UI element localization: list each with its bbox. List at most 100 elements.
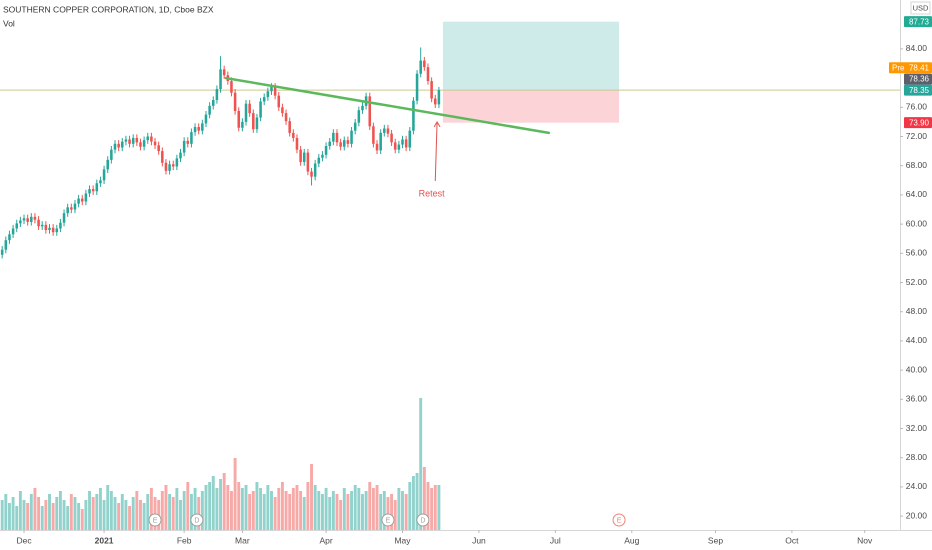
- candle-body: [393, 142, 397, 150]
- volume-bar: [124, 500, 128, 530]
- candle-body: [48, 227, 51, 230]
- volume-bar: [240, 488, 244, 530]
- y-tick-label: 48.00: [906, 306, 928, 316]
- x-tick-label: Oct: [785, 535, 799, 545]
- annotation-arrowhead: [433, 120, 441, 128]
- candle-body: [197, 127, 200, 131]
- volume-bar: [302, 497, 306, 530]
- x-tick-label: Apr: [319, 535, 332, 545]
- candle-body: [372, 126, 375, 144]
- volume-bar: [58, 491, 62, 530]
- event-marker: [190, 513, 204, 527]
- candle-body: [19, 220, 22, 224]
- candle-body: [412, 100, 415, 131]
- candle-body: [273, 86, 277, 96]
- volume-bar: [51, 503, 55, 530]
- y-tick-label: 24.00: [906, 481, 928, 491]
- candle-body: [22, 218, 26, 221]
- y-tick-label: 36.00: [906, 394, 928, 404]
- volume-bar: [106, 485, 110, 530]
- price-label: 78.41: [909, 63, 930, 72]
- candle-body: [40, 224, 44, 227]
- candle-body: [357, 110, 361, 123]
- volume-bar: [368, 482, 372, 530]
- candle-body: [95, 183, 99, 192]
- candle-body: [168, 164, 171, 171]
- volume-bar: [415, 473, 419, 530]
- y-tick-label: 40.00: [906, 364, 928, 374]
- candle-body: [55, 228, 59, 233]
- candle-body: [186, 140, 190, 144]
- candle-body: [248, 103, 251, 114]
- price-label-box: [904, 117, 932, 129]
- volume-bar: [186, 482, 190, 530]
- volume-bar: [135, 491, 139, 530]
- candle-body: [73, 203, 77, 210]
- volume-bar: [328, 497, 332, 530]
- volume-bar: [73, 497, 77, 530]
- x-tick-label: Sep: [708, 535, 723, 545]
- volume-bar: [80, 509, 84, 530]
- candle-body: [44, 224, 48, 230]
- candle-body: [306, 152, 310, 172]
- candle-body: [8, 234, 11, 241]
- volume-bar: [109, 491, 113, 530]
- candle-body: [252, 113, 255, 130]
- price-label-box: [904, 16, 932, 28]
- candle-body: [117, 143, 120, 148]
- candle-body: [219, 69, 222, 90]
- event-label: E: [386, 517, 391, 524]
- volume-bar: [128, 506, 132, 530]
- candle-body: [386, 128, 390, 134]
- candle-body: [37, 219, 40, 227]
- volume-bar: [175, 488, 179, 530]
- candle-body: [62, 213, 66, 223]
- candle-body: [262, 97, 266, 102]
- volume-bar: [211, 476, 215, 530]
- volume-bar: [346, 494, 350, 530]
- volume-bar: [404, 494, 408, 530]
- candle-body: [390, 133, 393, 143]
- volume-bar: [142, 503, 146, 530]
- candle-body: [433, 98, 437, 105]
- candle-body: [302, 152, 306, 163]
- annotation-text: Retest: [419, 189, 446, 199]
- candle-body: [59, 222, 62, 229]
- candle-body: [91, 189, 95, 192]
- candle-body: [237, 110, 241, 128]
- price-label: 87.73: [909, 17, 930, 26]
- volume-bar: [222, 473, 226, 530]
- candle-body: [408, 130, 412, 148]
- volume-bar: [98, 488, 102, 530]
- volume-bar: [291, 488, 295, 530]
- volume-bar: [26, 503, 30, 530]
- candle-body: [361, 105, 364, 111]
- candle-body: [110, 149, 113, 160]
- volume-bar: [226, 485, 230, 530]
- candle-body: [292, 132, 295, 138]
- candle-body: [430, 81, 433, 99]
- candle-body: [350, 130, 353, 144]
- volume-bar: [22, 500, 26, 530]
- candle-body: [84, 193, 88, 202]
- volume-bar: [69, 494, 73, 530]
- candle-body: [171, 164, 175, 167]
- candle-body: [281, 107, 284, 114]
- price-label: 73.90: [909, 118, 930, 127]
- candle-body: [401, 139, 404, 145]
- volume-bar: [288, 494, 292, 530]
- volume-bar: [310, 464, 313, 530]
- volume-bar: [408, 482, 412, 530]
- price-label: 78.35: [909, 86, 930, 95]
- volume-bar: [320, 494, 324, 530]
- volume-bar: [120, 494, 124, 530]
- candle-body: [295, 137, 299, 150]
- y-tick-label: 52.00: [906, 277, 928, 287]
- candle-body: [4, 240, 8, 250]
- volume-bar: [244, 485, 248, 530]
- candle-body: [346, 140, 350, 144]
- candle-body: [30, 216, 33, 222]
- volume-bar: [411, 476, 415, 530]
- volume-bar: [44, 500, 48, 530]
